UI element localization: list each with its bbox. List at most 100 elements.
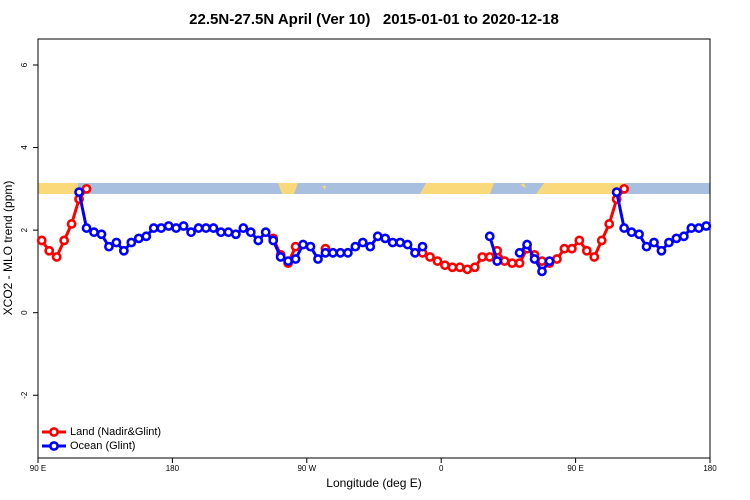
data-point [544, 256, 555, 266]
data-point [492, 256, 503, 266]
data-point [59, 235, 70, 246]
data-point [387, 237, 398, 248]
data-point [245, 227, 256, 238]
x-axis-label: Longitude (deg E) [326, 476, 421, 490]
data-point [238, 223, 249, 233]
data-point [290, 254, 301, 264]
data-point [357, 237, 368, 248]
data-point [522, 239, 532, 250]
data-point [36, 235, 47, 246]
data-point [566, 243, 577, 254]
data-point [260, 227, 271, 238]
data-point [537, 256, 547, 266]
data-point [417, 241, 428, 252]
data-point [596, 235, 607, 246]
data-point [372, 231, 383, 242]
map-strip [38, 183, 710, 194]
data-point [44, 245, 55, 256]
data-point [81, 183, 92, 194]
data-point [230, 229, 241, 240]
data-point [111, 237, 122, 248]
data-point [626, 227, 637, 238]
data-point [656, 245, 667, 256]
data-point [171, 223, 182, 233]
data-point [51, 252, 62, 262]
plot-frame [37, 38, 711, 459]
data-point [223, 227, 234, 238]
data-point [686, 223, 697, 233]
y-tick-label: 4 [20, 145, 29, 150]
data-point [193, 223, 204, 233]
data-point [96, 229, 107, 240]
data-point [440, 260, 450, 271]
data-point [671, 233, 682, 244]
data-point [298, 239, 308, 250]
data-point [678, 231, 689, 242]
x-tick-label: 90 E [567, 464, 583, 473]
data-point [514, 247, 525, 258]
data-point [335, 247, 346, 258]
data-point [514, 258, 525, 269]
data-point [141, 231, 152, 242]
data-point [432, 256, 443, 266]
data-point [305, 241, 316, 252]
y-tick-label: -2 [20, 391, 29, 399]
data-point [104, 241, 114, 252]
data-point [118, 245, 129, 256]
data-point [619, 183, 630, 194]
data-point [365, 241, 376, 252]
data-point [81, 223, 92, 233]
data-point [163, 221, 174, 231]
data-point [701, 221, 712, 231]
data-point [454, 262, 465, 273]
data-point [268, 235, 279, 246]
data-point [328, 247, 338, 258]
data-point [552, 254, 562, 264]
data-point [66, 219, 77, 229]
y-tick-label: 6 [20, 62, 29, 67]
data-point [253, 235, 264, 246]
data-point [499, 256, 510, 266]
data-point [148, 223, 159, 233]
data-point [462, 264, 473, 275]
data-point [425, 252, 435, 262]
legend-marker [49, 441, 59, 451]
data-point [350, 241, 361, 252]
x-tick-label: 180 [166, 464, 180, 473]
data-point [529, 254, 540, 264]
data-point [216, 227, 226, 238]
data-point [395, 237, 406, 248]
legend-marker [49, 427, 59, 437]
x-tick-label: 90 W [297, 464, 316, 473]
data-point [133, 233, 144, 244]
data-point [410, 247, 420, 258]
data-point [484, 231, 495, 242]
data-point [649, 237, 659, 248]
data-point [447, 262, 458, 273]
data-point [178, 221, 189, 231]
data-point [89, 227, 99, 238]
data-point [283, 256, 294, 266]
data-point [574, 235, 585, 246]
data-point [604, 219, 615, 229]
x-tick-label: 180 [703, 464, 717, 473]
data-point [507, 258, 518, 269]
data-point [74, 187, 84, 198]
data-point [477, 252, 488, 262]
data-point [581, 245, 592, 256]
y-tick-label: 0 [20, 310, 29, 315]
data-point [469, 262, 480, 273]
data-point [342, 247, 353, 258]
data-point [320, 247, 331, 258]
data-point [693, 223, 704, 233]
data-point [156, 223, 167, 233]
data-point [186, 227, 196, 238]
y-tick-label: 2 [20, 227, 29, 232]
data-point [313, 254, 323, 264]
data-point [589, 252, 600, 262]
data-point [380, 233, 391, 244]
data-point [559, 243, 570, 254]
data-point [619, 223, 630, 233]
legend-label: Ocean (Glint) [70, 440, 135, 452]
data-point [208, 223, 219, 233]
